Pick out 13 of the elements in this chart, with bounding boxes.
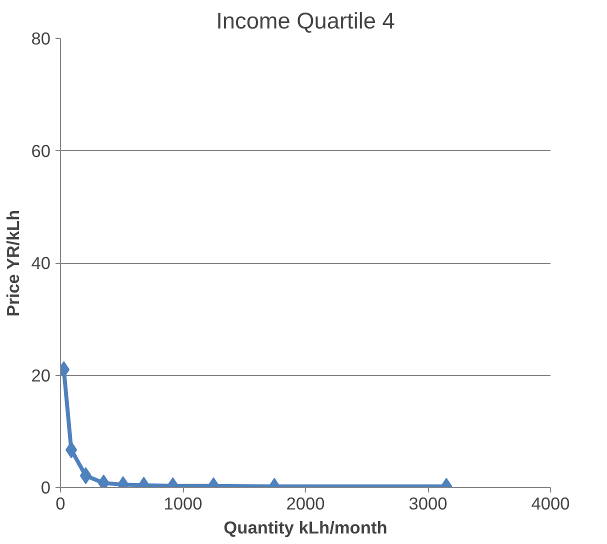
y-tick-label: 60 bbox=[31, 140, 51, 161]
y-axis-title: Price YR/kLh bbox=[3, 210, 24, 316]
y-tick-label: 20 bbox=[31, 365, 51, 386]
x-tick-label: 4000 bbox=[531, 494, 570, 514]
y-tick-label: 80 bbox=[31, 28, 51, 48]
y-tick-label: 0 bbox=[40, 478, 51, 498]
y-tick-label: 40 bbox=[31, 253, 51, 273]
x-tick-label: 0 bbox=[56, 494, 66, 514]
x-tick-label: 2000 bbox=[286, 494, 325, 514]
x-tick-label: 3000 bbox=[408, 494, 448, 514]
x-tick-label: 1000 bbox=[164, 494, 202, 514]
chart-title: Income Quartile 4 bbox=[216, 8, 395, 34]
x-axis-title: Quantity kLh/month bbox=[224, 518, 388, 538]
